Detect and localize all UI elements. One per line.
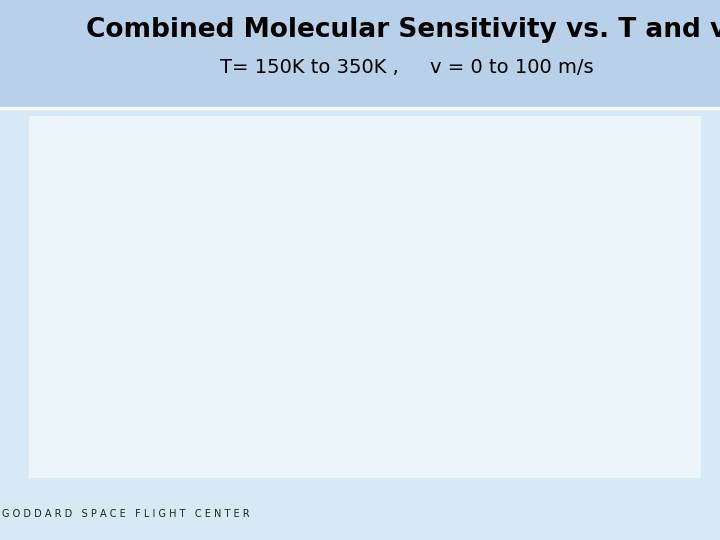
FancyBboxPatch shape xyxy=(0,0,720,108)
FancyBboxPatch shape xyxy=(29,116,701,478)
Text: G O D D A R D   S P A C E   F L I G H T   C E N T E R: G O D D A R D S P A C E F L I G H T C E … xyxy=(2,509,250,519)
Text: T= 150K to 350K ,     v = 0 to 100 m/s: T= 150K to 350K , v = 0 to 100 m/s xyxy=(220,58,593,77)
Text: Combined Molecular Sensitivity vs. T and v: Combined Molecular Sensitivity vs. T and… xyxy=(86,17,720,43)
